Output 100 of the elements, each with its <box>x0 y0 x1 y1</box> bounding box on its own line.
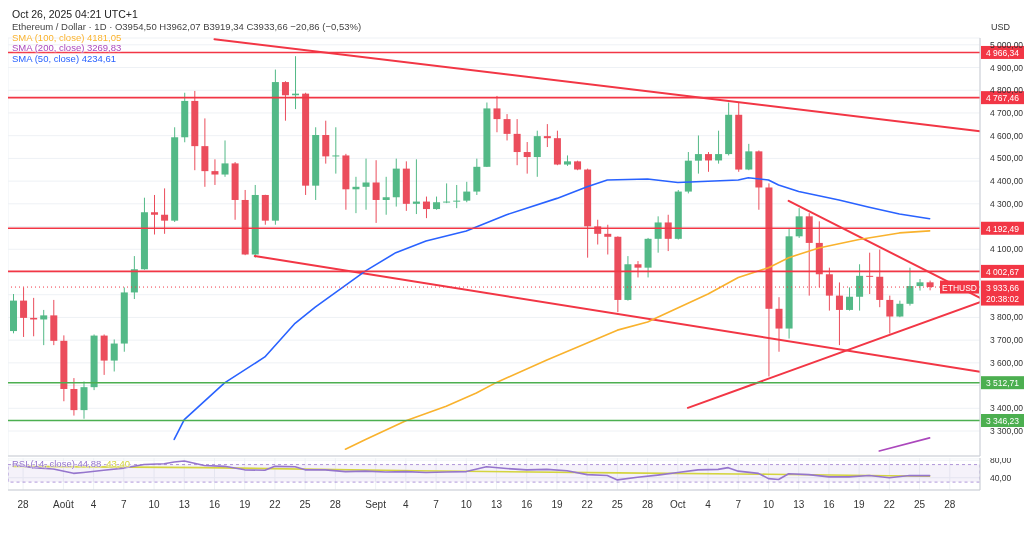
candlestick <box>332 126 340 175</box>
line-series <box>173 176 931 441</box>
candlestick <box>110 338 118 372</box>
ref-line-label: 4 002,67 <box>985 266 1020 277</box>
candlestick <box>20 286 28 338</box>
y-tick-label: 80,00 <box>990 455 1012 466</box>
y-tick-label: 4 100,00 <box>990 244 1024 255</box>
text: SMA (100, close) 4181,05 <box>12 31 123 43</box>
candlestick <box>463 181 471 203</box>
candlestick <box>523 141 531 175</box>
ref-line-label: 4 767,46 <box>985 93 1020 104</box>
ref-line-label: ETHUSD <box>942 282 977 293</box>
candlestick <box>533 130 541 178</box>
text: SMA (200, close) 3269,83 <box>12 42 123 54</box>
x-tick-label: 13 <box>490 499 503 510</box>
candlestick <box>876 249 884 308</box>
x-tick-label: 25 <box>611 499 624 510</box>
chart-subtitle: Ethereum / Dollar · 1D · O3954,50 H3962,07 B3919,34 C3933,66 −20,86 (−0,53%) <box>12 21 362 33</box>
x-tick-label: 13 <box>178 499 191 510</box>
x-tick-label: 19 <box>239 499 251 510</box>
x-tick-label: 4 <box>705 499 712 510</box>
y-tick-label: 40,00 <box>990 472 1012 483</box>
candlestick <box>443 182 451 204</box>
candlestick <box>281 80 289 122</box>
candlestick <box>775 296 783 353</box>
x-tick-label: 16 <box>521 499 533 510</box>
x-tick-label: 7 <box>735 499 742 510</box>
candlestick <box>362 158 370 211</box>
candlestick <box>694 134 702 175</box>
candlestick <box>543 123 551 148</box>
text: 20:38:02 <box>985 293 1020 304</box>
x-tick-label: 25 <box>299 499 312 510</box>
x-tick-label: 4 <box>403 499 410 510</box>
candlestick <box>604 224 612 255</box>
ref-line-label: 3 346,23 <box>985 416 1020 427</box>
candlestick <box>322 120 330 165</box>
x-tick-label: Oct <box>670 499 686 510</box>
x-tick-label: 28 <box>642 499 654 510</box>
x-tick-label: 7 <box>433 499 440 510</box>
ref-line-label: 3 512,71 <box>985 378 1020 389</box>
text: SMA (50, close) 4234,61 <box>12 52 118 64</box>
candlestick <box>866 252 874 295</box>
candlestick <box>846 286 854 312</box>
candlestick <box>825 267 833 312</box>
x-tick-label: 19 <box>853 499 866 510</box>
x-tick-label: 10 <box>460 499 473 510</box>
candlestick <box>211 158 219 186</box>
ref-line-label: 4 966,34 <box>985 47 1020 58</box>
y-tick-label: 4 300,00 <box>990 198 1024 209</box>
y-tick-label: 4 400,00 <box>990 176 1024 187</box>
candlestick <box>453 184 461 209</box>
candlestick <box>221 139 229 178</box>
candlestick <box>80 380 88 420</box>
candlestick <box>745 143 753 171</box>
candlestick <box>654 215 662 254</box>
x-tick-label: 22 <box>581 499 594 510</box>
candlestick <box>161 187 169 235</box>
candlestick <box>906 267 914 307</box>
candlestick <box>856 263 864 312</box>
y-tick-label: 3 300,00 <box>990 426 1024 437</box>
x-tick-label: 25 <box>914 499 926 510</box>
x-tick-label: 16 <box>208 499 221 510</box>
candlestick <box>916 278 924 292</box>
candlestick <box>503 113 511 141</box>
y-tick-label: 3 700,00 <box>990 335 1024 346</box>
candlestick <box>70 377 78 417</box>
y-tick-label: 3 800,00 <box>990 312 1024 323</box>
candlestick <box>40 309 48 346</box>
candlestick <box>372 159 380 224</box>
candlestick <box>715 130 723 165</box>
y-tick-label: 3 400,00 <box>990 403 1024 414</box>
x-tick-label: 7 <box>121 499 128 510</box>
y-tick-label: 3 600,00 <box>990 357 1024 368</box>
x-tick-label: 10 <box>148 499 161 510</box>
x-tick-label: 28 <box>17 499 30 510</box>
candlestick <box>422 196 430 219</box>
x-tick-label: 28 <box>329 499 342 510</box>
candlestick <box>493 95 501 133</box>
candlestick <box>664 214 672 252</box>
line-series <box>344 230 931 450</box>
candlestick <box>886 295 894 335</box>
x-tick-label: 16 <box>823 499 835 510</box>
y-tick-label: 4 700,00 <box>990 107 1024 118</box>
y-tick-label: 4 600,00 <box>990 130 1024 141</box>
text: 3 933,66 <box>985 282 1020 293</box>
x-tick-label: Août <box>53 499 74 510</box>
candlestick <box>382 176 390 216</box>
x-tick-label: 10 <box>762 499 775 510</box>
x-tick-label: 28 <box>944 499 956 510</box>
y-axis-title: USD <box>990 22 1010 32</box>
x-tick-label: 22 <box>269 499 281 510</box>
x-tick-label: Sept <box>365 499 387 510</box>
candlestick <box>795 207 803 239</box>
x-tick-label: 13 <box>793 499 805 510</box>
x-tick-label: 19 <box>551 499 563 510</box>
x-tick-label: 4 <box>90 499 97 510</box>
candlestick <box>130 255 138 300</box>
candlestick <box>705 151 713 173</box>
candlestick <box>151 194 159 236</box>
y-tick-label: 4 900,00 <box>990 62 1024 73</box>
